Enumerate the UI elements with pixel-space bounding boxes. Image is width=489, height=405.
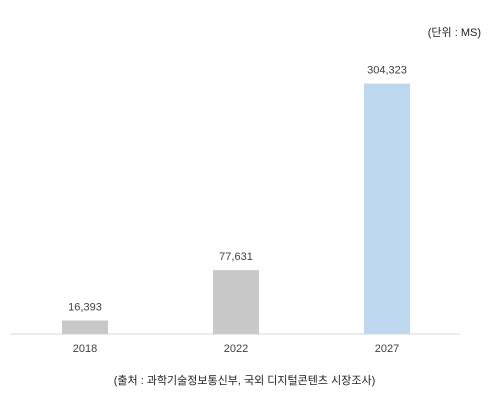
bar-2022 <box>213 270 259 334</box>
bar-2027 <box>364 83 410 334</box>
source-label: (출처 : 과학기술정보통신부, 국외 디지털콘텐츠 시장조사) <box>113 375 376 387</box>
x-tick-label-2027: 2027 <box>375 343 399 355</box>
x-tick-label-2018: 2018 <box>73 343 97 355</box>
value-label-2027: 304,323 <box>367 65 407 77</box>
value-labels-group: 16,393 77,631 304,323 <box>68 65 407 314</box>
unit-label: (단위 : MS) <box>427 27 481 39</box>
bar-2018 <box>62 320 108 334</box>
value-label-2018: 16,393 <box>68 302 102 314</box>
x-tick-labels-group: 2018 2022 2027 <box>73 343 399 355</box>
x-tick-label-2022: 2022 <box>224 343 248 355</box>
bars-group <box>62 83 410 334</box>
value-label-2022: 77,631 <box>219 251 253 263</box>
